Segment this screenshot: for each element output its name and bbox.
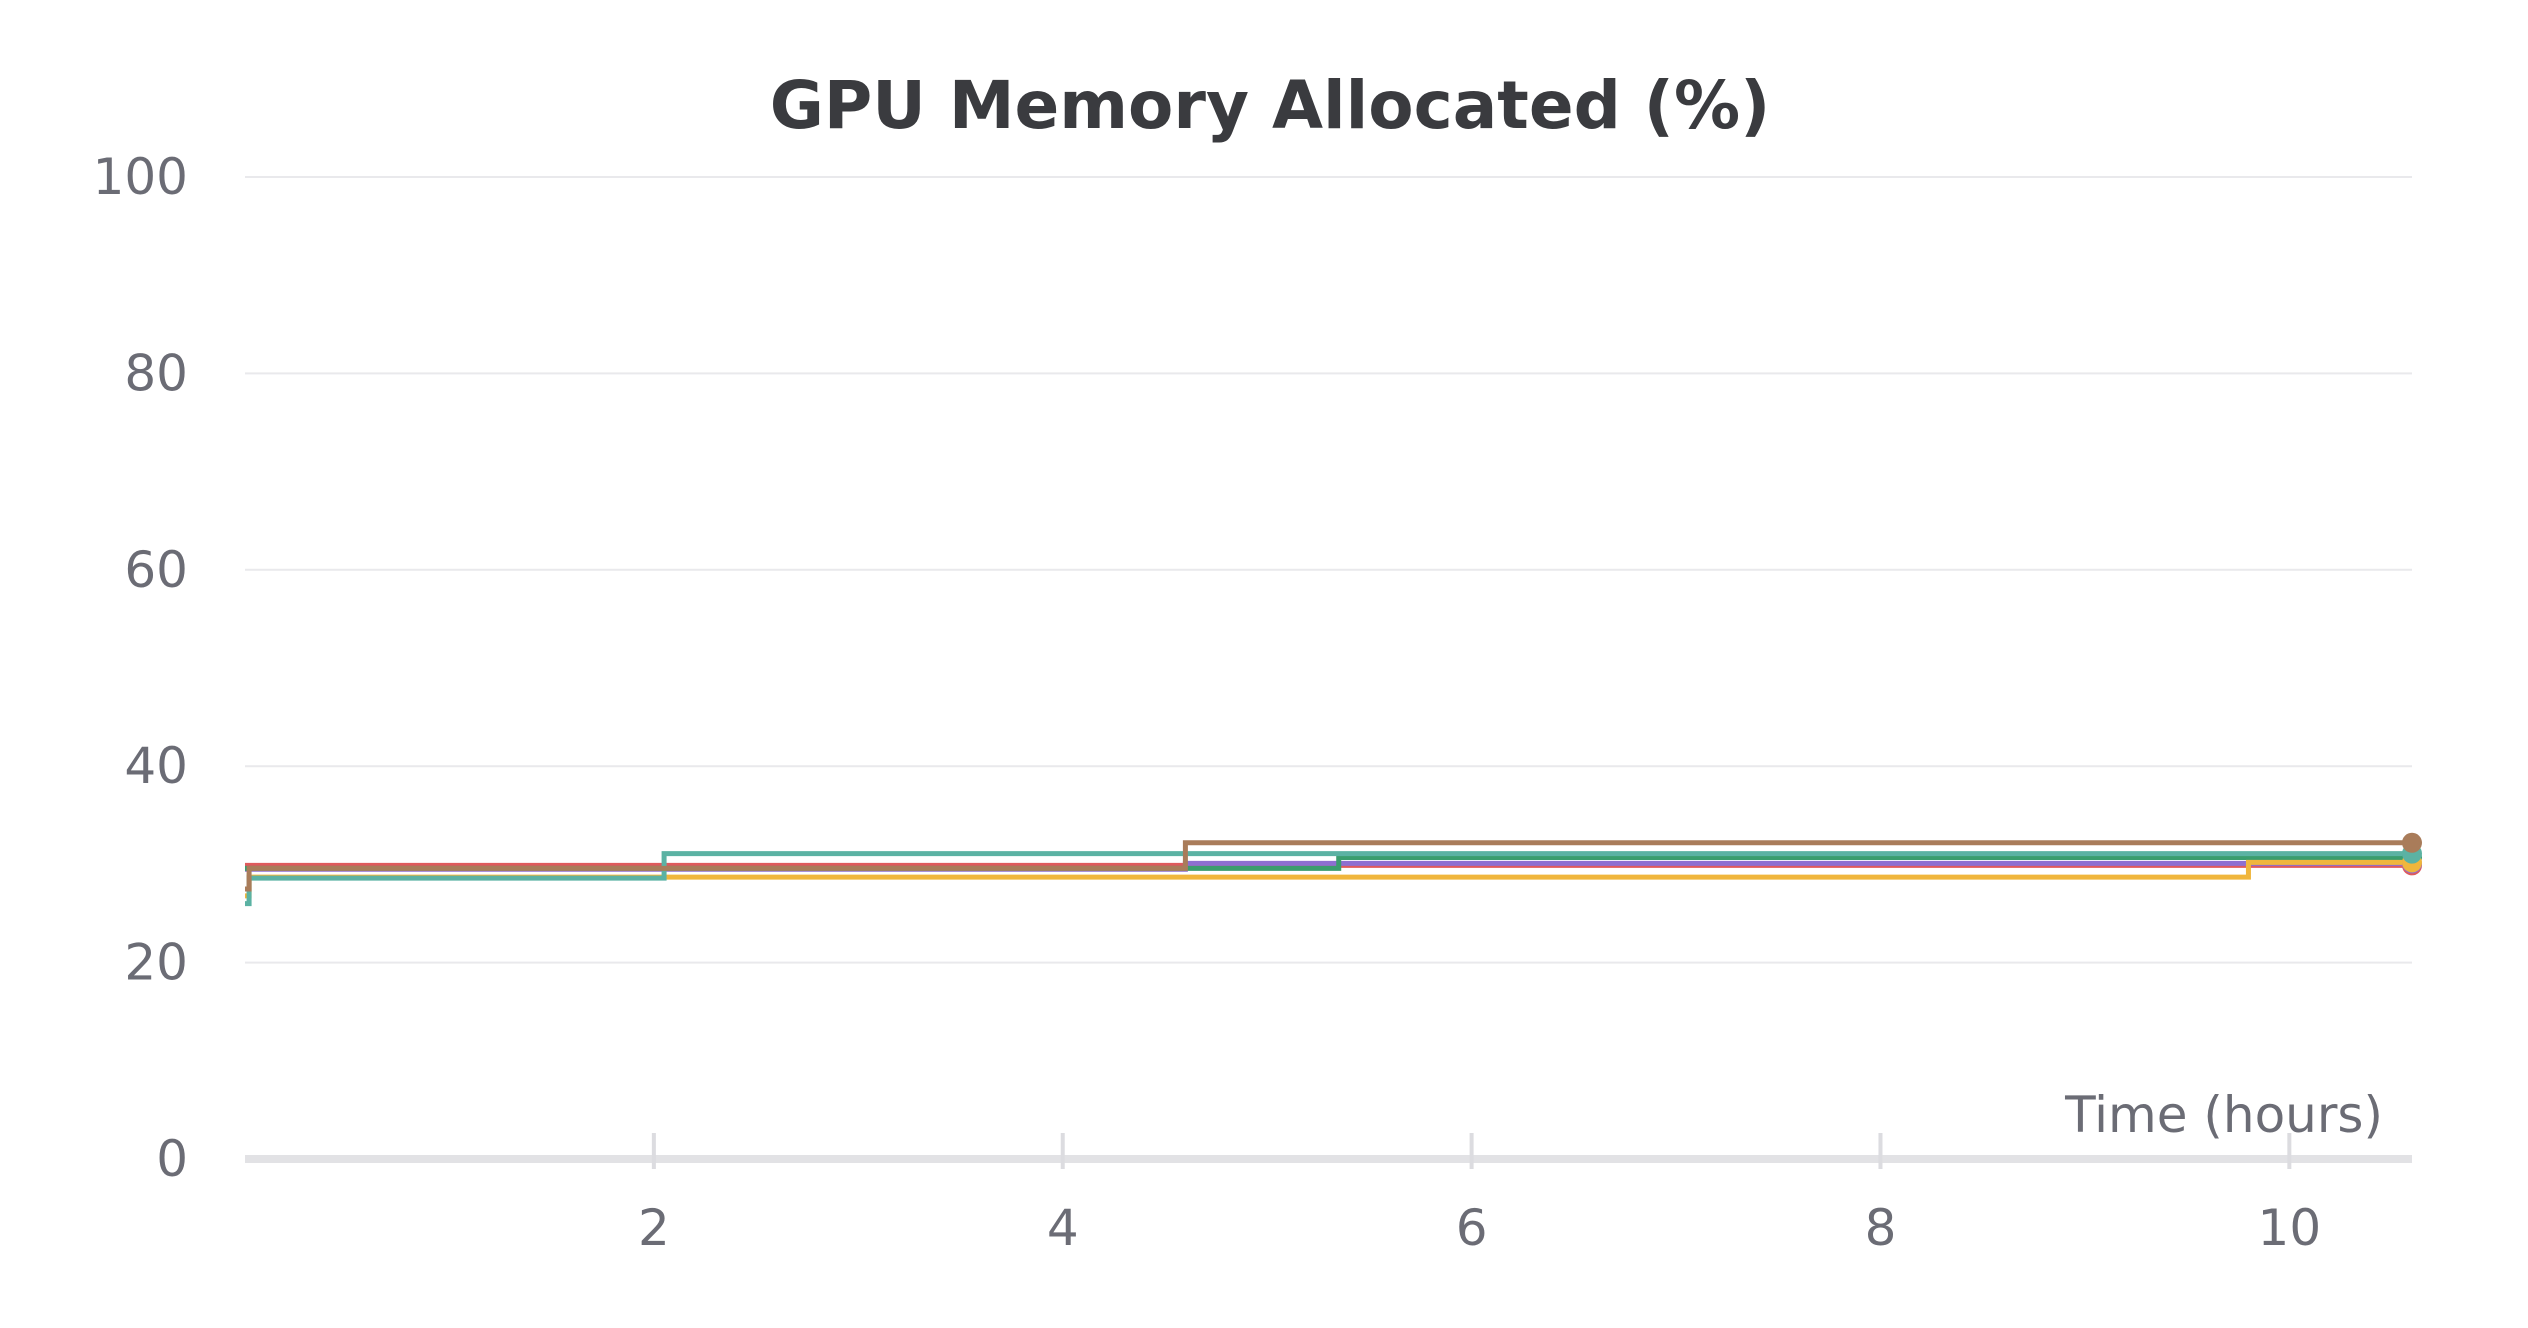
x-axis-tick-labels: 2 4 6 8 10: [638, 1199, 2321, 1257]
series-line-6: [245, 840, 2412, 892]
y-tick-label: 80: [124, 344, 188, 402]
chart-title: GPU Memory Allocated (%): [770, 67, 1771, 144]
x-tick-label: 2: [638, 1199, 670, 1257]
series-line-5: [245, 851, 2412, 907]
x-axis-title: Time (hours): [2064, 1086, 2383, 1144]
x-tick-label: 10: [2258, 1199, 2322, 1257]
y-tick-label: 40: [124, 737, 188, 795]
series-end-markers: [2402, 832, 2422, 876]
y-tick-label: 20: [124, 934, 188, 992]
x-tick-label: 4: [1047, 1199, 1079, 1257]
x-tick-label: 8: [1865, 1199, 1897, 1257]
grid-lines: [245, 176, 2412, 964]
y-tick-label: 60: [124, 541, 188, 599]
y-tick-label: 100: [93, 148, 188, 206]
series-end-marker-6: [2402, 832, 2422, 853]
series-lines: [245, 840, 2412, 907]
x-axis: [245, 1133, 2412, 1169]
y-tick-label: 0: [156, 1130, 188, 1188]
y-axis-tick-labels: 0 20 40 60 80 100: [93, 148, 188, 1188]
x-tick-label: 6: [1456, 1199, 1488, 1257]
